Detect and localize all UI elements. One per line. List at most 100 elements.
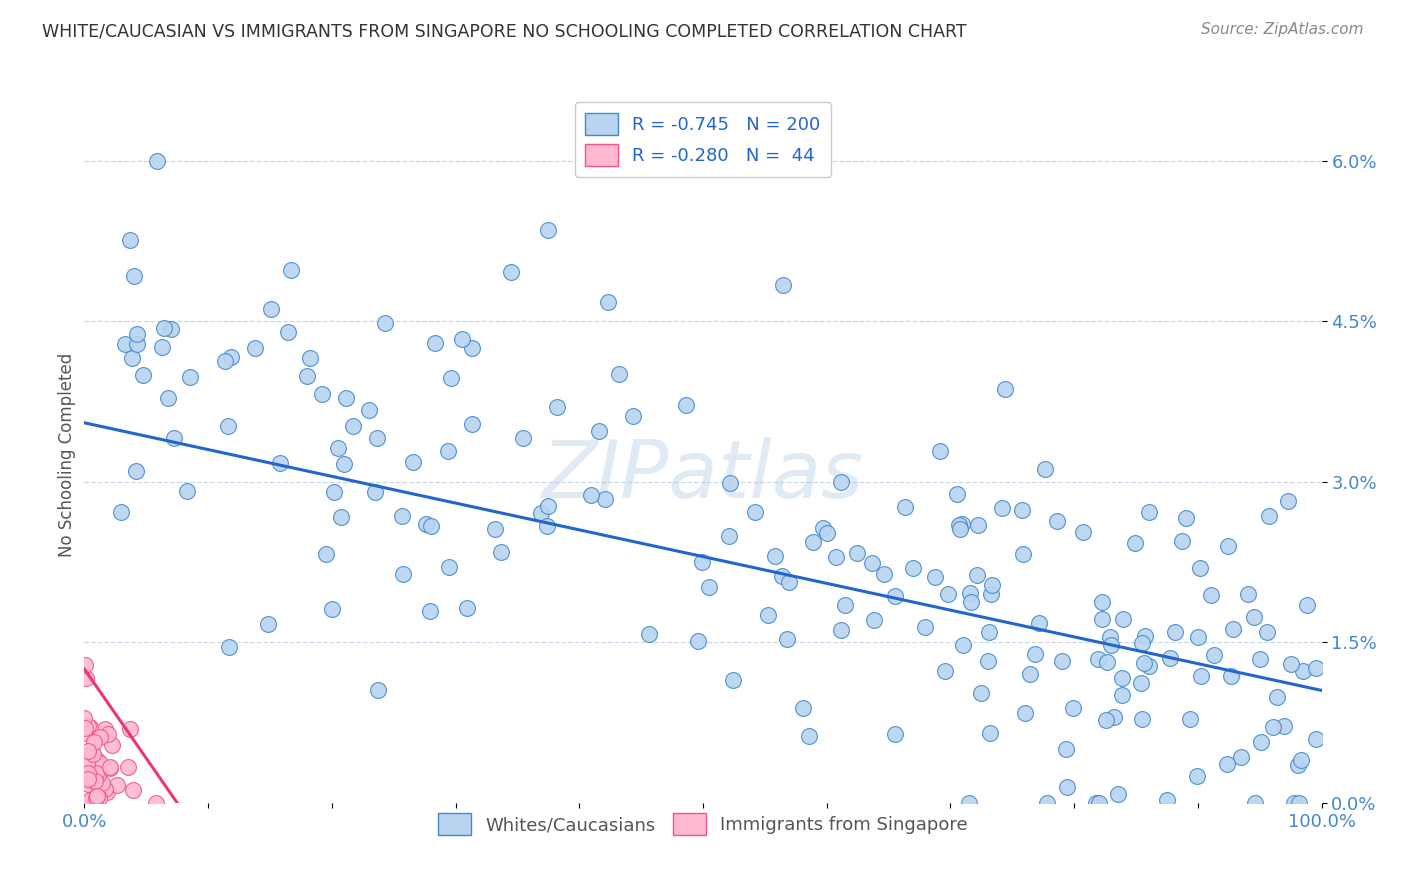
- Point: [924, 570, 946, 584]
- Point: [89, 730, 111, 744]
- Point: [770, 568, 793, 582]
- Point: [105, 778, 128, 792]
- Point: [77, 772, 100, 787]
- Point: [364, 484, 387, 499]
- Point: [1094, 713, 1116, 727]
- Point: [87, 768, 110, 782]
- Point: [976, 653, 998, 667]
- Point: [75, 671, 97, 685]
- Point: [811, 521, 834, 535]
- Point: [315, 547, 337, 561]
- Point: [914, 620, 936, 634]
- Point: [1243, 610, 1265, 624]
- Point: [436, 444, 458, 458]
- Point: [1305, 732, 1327, 747]
- Point: [73, 711, 96, 725]
- Point: [950, 516, 973, 531]
- Point: [420, 519, 443, 533]
- Point: [1088, 796, 1111, 810]
- Point: [118, 234, 141, 248]
- Point: [873, 566, 896, 581]
- Point: [1258, 508, 1281, 523]
- Point: [893, 500, 915, 514]
- Point: [675, 398, 697, 412]
- Point: [1250, 652, 1272, 666]
- Point: [1135, 629, 1157, 643]
- Point: [1288, 796, 1310, 810]
- Point: [1202, 648, 1225, 662]
- Point: [89, 756, 111, 770]
- Point: [1101, 638, 1123, 652]
- Point: [1123, 536, 1146, 550]
- Point: [311, 387, 333, 401]
- Point: [1071, 524, 1094, 539]
- Point: [778, 575, 800, 590]
- Point: [1282, 796, 1305, 810]
- Point: [76, 744, 98, 758]
- Point: [82, 747, 104, 762]
- Point: [374, 316, 396, 330]
- Point: [132, 368, 155, 382]
- Point: [333, 457, 356, 471]
- Point: [87, 778, 110, 792]
- Point: [721, 673, 744, 687]
- Point: [330, 510, 353, 524]
- Point: [1046, 514, 1069, 528]
- Point: [176, 483, 198, 498]
- Point: [692, 555, 714, 569]
- Point: [460, 342, 482, 356]
- Point: [1188, 561, 1211, 575]
- Point: [1099, 630, 1122, 644]
- Point: [79, 720, 101, 734]
- Point: [801, 534, 824, 549]
- Point: [792, 701, 814, 715]
- Point: [1272, 719, 1295, 733]
- Point: [1054, 741, 1077, 756]
- Point: [598, 294, 620, 309]
- Point: [512, 431, 534, 445]
- Point: [1156, 793, 1178, 807]
- Point: [96, 785, 118, 799]
- Point: [1024, 647, 1046, 661]
- Point: [1230, 750, 1253, 764]
- Text: ZIPatlas: ZIPatlas: [541, 437, 865, 515]
- Point: [460, 417, 482, 432]
- Point: [122, 268, 145, 283]
- Point: [959, 586, 981, 600]
- Point: [936, 587, 959, 601]
- Point: [1112, 612, 1135, 626]
- Point: [744, 505, 766, 519]
- Point: [100, 738, 122, 752]
- Point: [152, 321, 174, 335]
- Point: [588, 424, 610, 438]
- Point: [1291, 753, 1313, 767]
- Point: [1012, 547, 1035, 561]
- Point: [863, 614, 886, 628]
- Point: [217, 419, 239, 434]
- Point: [1033, 462, 1056, 476]
- Point: [1085, 796, 1108, 810]
- Point: [966, 567, 988, 582]
- Point: [1137, 505, 1160, 519]
- Point: [1256, 625, 1278, 640]
- Point: [994, 382, 1017, 396]
- Point: [1216, 756, 1239, 771]
- Point: [1244, 796, 1267, 810]
- Point: [815, 526, 838, 541]
- Point: [536, 519, 558, 533]
- Point: [366, 431, 388, 445]
- Point: [776, 632, 799, 646]
- Point: [83, 773, 105, 788]
- Point: [328, 441, 350, 455]
- Point: [546, 401, 568, 415]
- Point: [77, 765, 100, 780]
- Point: [957, 796, 980, 810]
- Point: [1130, 635, 1153, 649]
- Point: [437, 559, 460, 574]
- Point: [342, 418, 364, 433]
- Point: [110, 505, 132, 519]
- Point: [593, 491, 616, 506]
- Point: [218, 640, 240, 654]
- Point: [117, 760, 139, 774]
- Point: [280, 262, 302, 277]
